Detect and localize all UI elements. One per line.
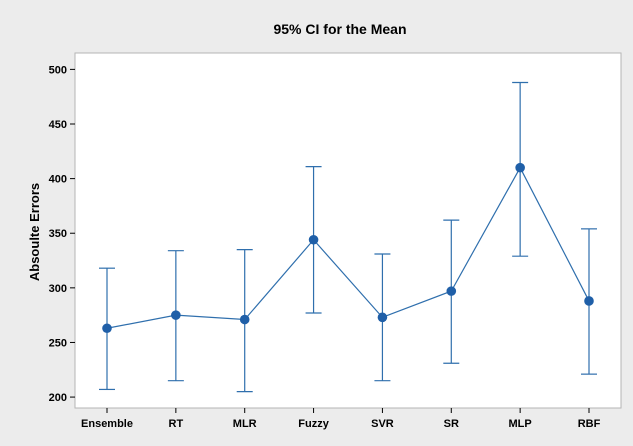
mean-point-ensemble xyxy=(102,323,112,334)
y-tick-label: 350 xyxy=(49,228,67,240)
y-tick-label: 500 xyxy=(49,64,67,76)
y-tick-label: 400 xyxy=(49,174,67,186)
mean-point-svr xyxy=(377,312,388,323)
y-tick-label: 450 xyxy=(49,119,67,131)
y-axis: 200 250 300 350 400 450 500 xyxy=(49,64,75,404)
x-axis: Ensemble RT MLR Fuzzy SVR SR MLP RBF xyxy=(81,408,601,430)
y-tick-label: 300 xyxy=(49,283,67,295)
x-tick-label-svr: SVR xyxy=(371,418,394,430)
x-tick-label-fuzzy: Fuzzy xyxy=(298,418,329,430)
y-tick-label: 200 xyxy=(49,392,67,404)
mean-point-sr xyxy=(446,286,457,296)
mean-point-rbf xyxy=(584,296,594,306)
x-tick-label-rt: RT xyxy=(169,418,184,430)
mean-point-mlp xyxy=(515,162,525,173)
mean-point-mlr xyxy=(239,314,250,325)
series xyxy=(99,81,597,393)
mean-line xyxy=(106,166,590,329)
x-tick-label-ensemble: Ensemble xyxy=(81,418,133,430)
y-tick-label: 250 xyxy=(49,337,67,349)
mean-point-fuzzy xyxy=(308,234,319,245)
x-tick-label-mlr: MLR xyxy=(233,418,257,430)
x-tick-label-sr: SR xyxy=(444,418,459,430)
chart-title: 95% CI for the Mean xyxy=(273,21,406,37)
plot-area xyxy=(74,52,622,409)
x-tick-label-rbf: RBF xyxy=(578,418,601,430)
mean-point-rt xyxy=(171,310,181,320)
x-tick-label-mlp: MLP xyxy=(509,418,532,430)
y-axis-label: Absoulte Errors xyxy=(27,183,42,281)
